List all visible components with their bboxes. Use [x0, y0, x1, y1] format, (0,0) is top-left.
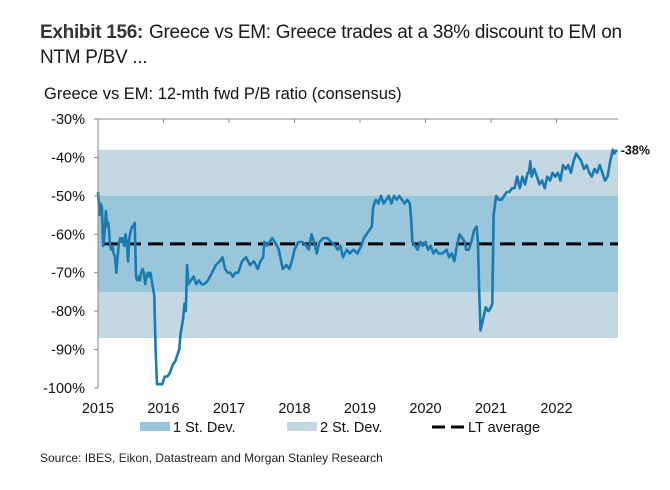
series-group: -38%	[96, 144, 650, 386]
x-tick-label: 2018	[278, 401, 310, 417]
x-tick-label: 2017	[213, 401, 245, 417]
legend-label-2-std-dev: 2 St. Dev.	[320, 420, 383, 436]
exhibit-headline: Greece vs EM: Greece trades at a 38% dis…	[40, 22, 622, 68]
legend-swatch-2-std-dev	[287, 422, 317, 431]
exhibit-title: Exhibit 156: Greece vs EM: Greece trades …	[40, 20, 660, 70]
legend: 1 St. Dev. 2 St. Dev. LT average	[140, 420, 540, 436]
exhibit-label: Exhibit 156:	[40, 22, 144, 43]
x-tick-label: 2021	[475, 401, 507, 417]
y-tick-label: -100%	[43, 381, 85, 397]
series-line-greece-vs-em	[96, 148, 618, 386]
source-note: Source: IBES, Eikon, Datastream and Morg…	[40, 451, 383, 465]
legend-label-1-std-dev: 1 St. Dev.	[173, 420, 236, 436]
y-tick-label: -90%	[51, 343, 85, 359]
y-tick-label: -70%	[51, 266, 85, 282]
y-tick-label: -50%	[51, 189, 85, 205]
legend-label-lt-average: LT average	[468, 420, 540, 436]
legend-swatch-1-std-dev	[140, 422, 170, 431]
x-tick-label: 2019	[344, 401, 376, 417]
x-tick-label: 2022	[540, 401, 572, 417]
x-tick-label: 2016	[147, 401, 179, 417]
chart-title: Greece vs EM: 12-mth fwd P/B ratio (cons…	[44, 85, 402, 103]
x-tick-label: 2020	[409, 401, 441, 417]
y-tick-label: -60%	[51, 227, 85, 243]
y-tick-label: -40%	[51, 150, 85, 166]
tick-labels: -30% -40% -50% -60% -70% -80% -90% -100% 2015 201…	[43, 112, 573, 417]
axes	[94, 118, 618, 389]
end-value-label: -38%	[621, 144, 650, 158]
y-tick-label: -30%	[51, 112, 85, 128]
x-tick-label: 2015	[82, 401, 114, 417]
y-tick-label: -80%	[51, 304, 85, 320]
